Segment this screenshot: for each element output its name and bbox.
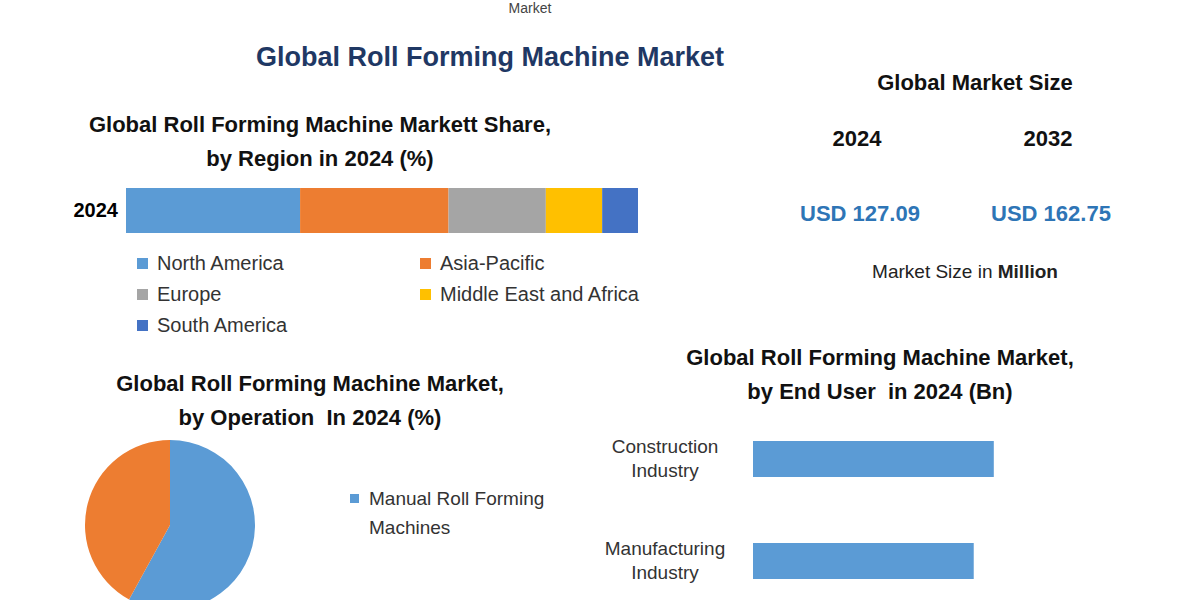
html-text:USD 127.09: USD 127.09 <box>800 201 920 226</box>
html-text:Market Size in Million: Market Size in Million <box>872 261 1058 282</box>
html-text:Global Roll Forming Machine Ma: Global Roll Forming Machine Markett Shar… <box>89 112 551 171</box>
html-text:Global Roll Forming Machine Ma: Global Roll Forming Machine Market <box>256 42 724 72</box>
html-text:2032: 2032 <box>1023 126 1073 151</box>
html-text:Global Market Size: Global Market Size <box>877 70 1073 95</box>
html-text:Europe: Europe <box>157 282 222 305</box>
html-text:Middle East and Africa: Middle East and Africa <box>440 282 639 305</box>
html-text:2024: 2024 <box>832 126 882 151</box>
svg-text:ManufacturingIndustry: ManufacturingIndustry <box>605 538 725 583</box>
html-text:North America: North America <box>157 251 284 274</box>
html-text:Market: Market <box>508 0 552 16</box>
html-text:Manual Roll Forming Machines: Manual Roll Forming Machines <box>369 488 545 538</box>
html-text:South America: South America <box>157 313 288 336</box>
html-text:Global Roll Forming Machine Ma: Global Roll Forming Machine Market, by E… <box>686 345 1074 404</box>
html-text:USD 162.75: USD 162.75 <box>991 201 1111 226</box>
html-text:Global Roll Forming Machine Ma: Global Roll Forming Machine Market, by O… <box>116 371 504 430</box>
svg-text:ConstructionIndustry: ConstructionIndustry <box>612 436 719 481</box>
svg-text:2024: 2024 <box>74 199 119 221</box>
html-text:Asia-Pacific: Asia-Pacific <box>440 251 545 274</box>
